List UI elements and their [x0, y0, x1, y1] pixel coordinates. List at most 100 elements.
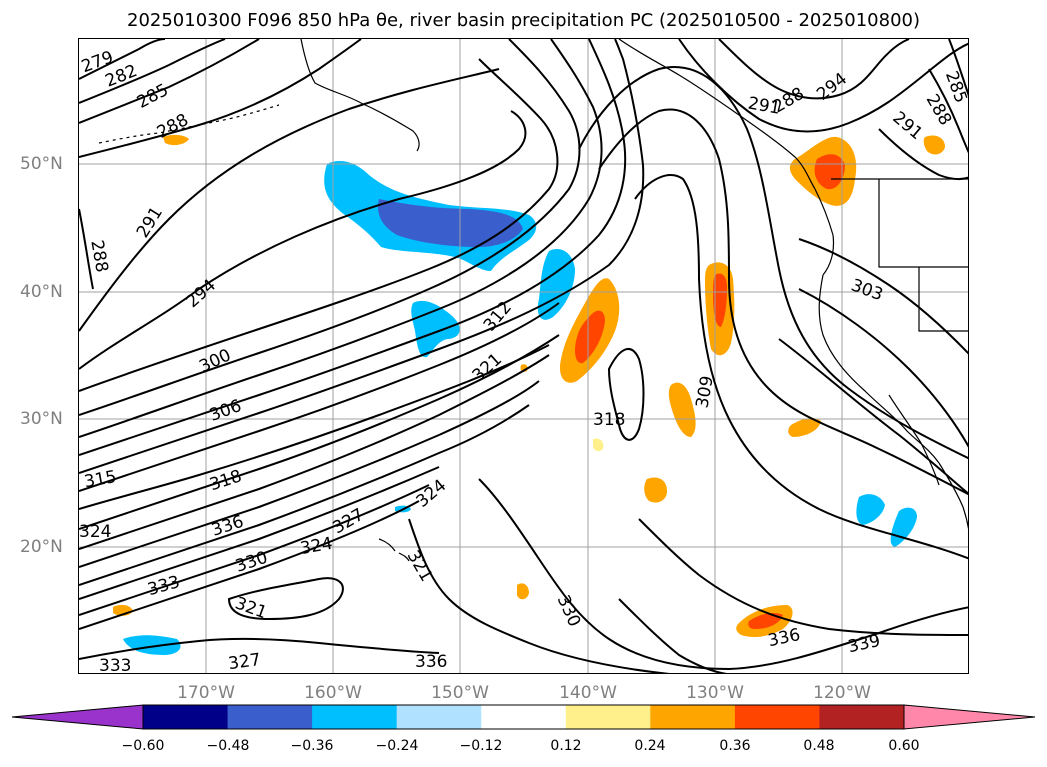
- contour-label: 306: [207, 396, 244, 426]
- colorbar-tick: 0.12: [550, 738, 582, 754]
- contour-labels: 279 282 285 288 288 291 294 300 306 312 …: [79, 47, 968, 674]
- pos-area-20n-east: [644, 477, 667, 503]
- colorbar-extend-high: [903, 704, 1036, 730]
- colorbar-segment: [481, 705, 567, 729]
- contour-321: [79, 354, 550, 550]
- contour-label: 309: [692, 374, 717, 409]
- theta-e-contours: [79, 39, 968, 673]
- pos-area-canada: [923, 135, 945, 155]
- contour-label: 333: [99, 656, 131, 674]
- contour-297: [79, 58, 559, 392]
- lon-label-140w: 140°W: [559, 683, 617, 703]
- colorbar-segment: [396, 705, 482, 729]
- colorbar-segment: [312, 705, 398, 729]
- state-border-1: [878, 179, 968, 268]
- contour-282: [79, 39, 226, 104]
- colorbar: [11, 704, 1036, 730]
- colorbar-segment: [143, 705, 229, 729]
- neg-area-baja-south: [856, 494, 885, 525]
- lat-label-50n: 50°N: [20, 154, 63, 174]
- figure-title: 2025010300 F096 850 hPa θe, river basin …: [127, 10, 920, 31]
- neg-area-west-gulf-core: [377, 199, 523, 247]
- contour-east-2: [798, 288, 968, 448]
- colorbar-segment: [565, 705, 651, 729]
- contour-label: 321: [232, 593, 269, 623]
- contour-label: 339: [846, 631, 882, 657]
- contour-label: 318: [593, 410, 625, 430]
- contour-label: 324: [299, 534, 334, 559]
- contour-303: [79, 39, 603, 438]
- map-panel: 279 282 285 288 288 291 294 300 306 312 …: [78, 38, 969, 674]
- contour-label: 324: [79, 522, 111, 542]
- colorbar-tick: −0.24: [375, 738, 419, 754]
- contour-279: [79, 39, 166, 80]
- contour-300: [79, 39, 581, 416]
- colorbar-tick: 0.60: [888, 738, 920, 754]
- contour-label: 330: [233, 548, 270, 577]
- contour-312: [79, 302, 560, 492]
- contour-288-west: [79, 208, 94, 290]
- colorbar-tick: −0.48: [206, 738, 250, 754]
- contour-306: [79, 39, 627, 456]
- contour-label: 291: [133, 203, 167, 241]
- neg-area-mid-pacific: [537, 249, 575, 320]
- se-alaska-coast: [618, 39, 816, 190]
- contour-south-3: [638, 518, 968, 636]
- alaska-coast: [300, 39, 420, 152]
- neg-area-mexico: [890, 507, 917, 547]
- contour-label: 336: [209, 512, 246, 541]
- contour-label: 336: [415, 652, 447, 672]
- contour-label: 294: [813, 69, 851, 105]
- contour-label: 315: [83, 467, 118, 492]
- colorbar-segment: [227, 705, 313, 729]
- coastlines: [98, 39, 968, 562]
- colorbar-tick: −0.36: [290, 738, 334, 754]
- pos-area-baja: [788, 418, 821, 437]
- baja-peninsula: [888, 394, 940, 486]
- contour-label: 321: [469, 350, 506, 387]
- lon-label-160w: 160°W: [304, 683, 362, 703]
- contour-318: [79, 334, 560, 530]
- contour-318-loop: [607, 347, 645, 441]
- pos-area-subtropics-core: [748, 613, 783, 629]
- colorbar-segment: [819, 705, 905, 729]
- colorbar-tick: 0.24: [634, 738, 666, 754]
- contour-south-1: [478, 478, 968, 671]
- bc-coast: [814, 188, 835, 276]
- map-canvas: 279 282 285 288 288 291 294 300 306 312 …: [79, 39, 968, 674]
- contour-294: [79, 110, 527, 370]
- contour-288: [79, 39, 362, 158]
- contour-label: 321: [403, 547, 437, 585]
- lon-label-130w: 130°W: [686, 683, 744, 703]
- contour-label: 294: [183, 276, 220, 313]
- contour-label: 324: [413, 476, 451, 512]
- contour-label: 327: [227, 650, 262, 674]
- colorbar-outline: [142, 704, 905, 730]
- contour-ne-2: [678, 39, 968, 133]
- contour-333: [79, 484, 430, 616]
- us-west-coast: [818, 274, 940, 464]
- pos-area-small-1: [517, 583, 529, 600]
- contour-324: [79, 380, 540, 568]
- pos-area-east-pacific-core: [713, 273, 727, 327]
- pos-area-alaska: [163, 134, 189, 146]
- state-border-2: [918, 267, 968, 332]
- colorbar-tick: −0.12: [459, 738, 503, 754]
- lat-label-20n: 20°N: [20, 537, 63, 557]
- contour-loop-central-3: [634, 174, 968, 560]
- contour-ne-5: [948, 39, 968, 97]
- contour-south-2: [408, 518, 670, 673]
- contour-330: [79, 466, 440, 600]
- colorbar-segment: [650, 705, 736, 729]
- contour-loop-central-2: [578, 66, 968, 460]
- contour-336: [79, 500, 420, 630]
- contour-label: 300: [196, 345, 234, 377]
- lon-label-170w: 170°W: [177, 683, 235, 703]
- mexico-coast: [938, 462, 968, 529]
- contour-south-4: [618, 598, 727, 673]
- contour-loop-central: [598, 108, 968, 496]
- lat-label-30n: 30°N: [20, 409, 63, 429]
- contour-sw-loop: [227, 577, 344, 621]
- contour-ne-4: [928, 68, 968, 154]
- contour-east-3: [778, 338, 968, 495]
